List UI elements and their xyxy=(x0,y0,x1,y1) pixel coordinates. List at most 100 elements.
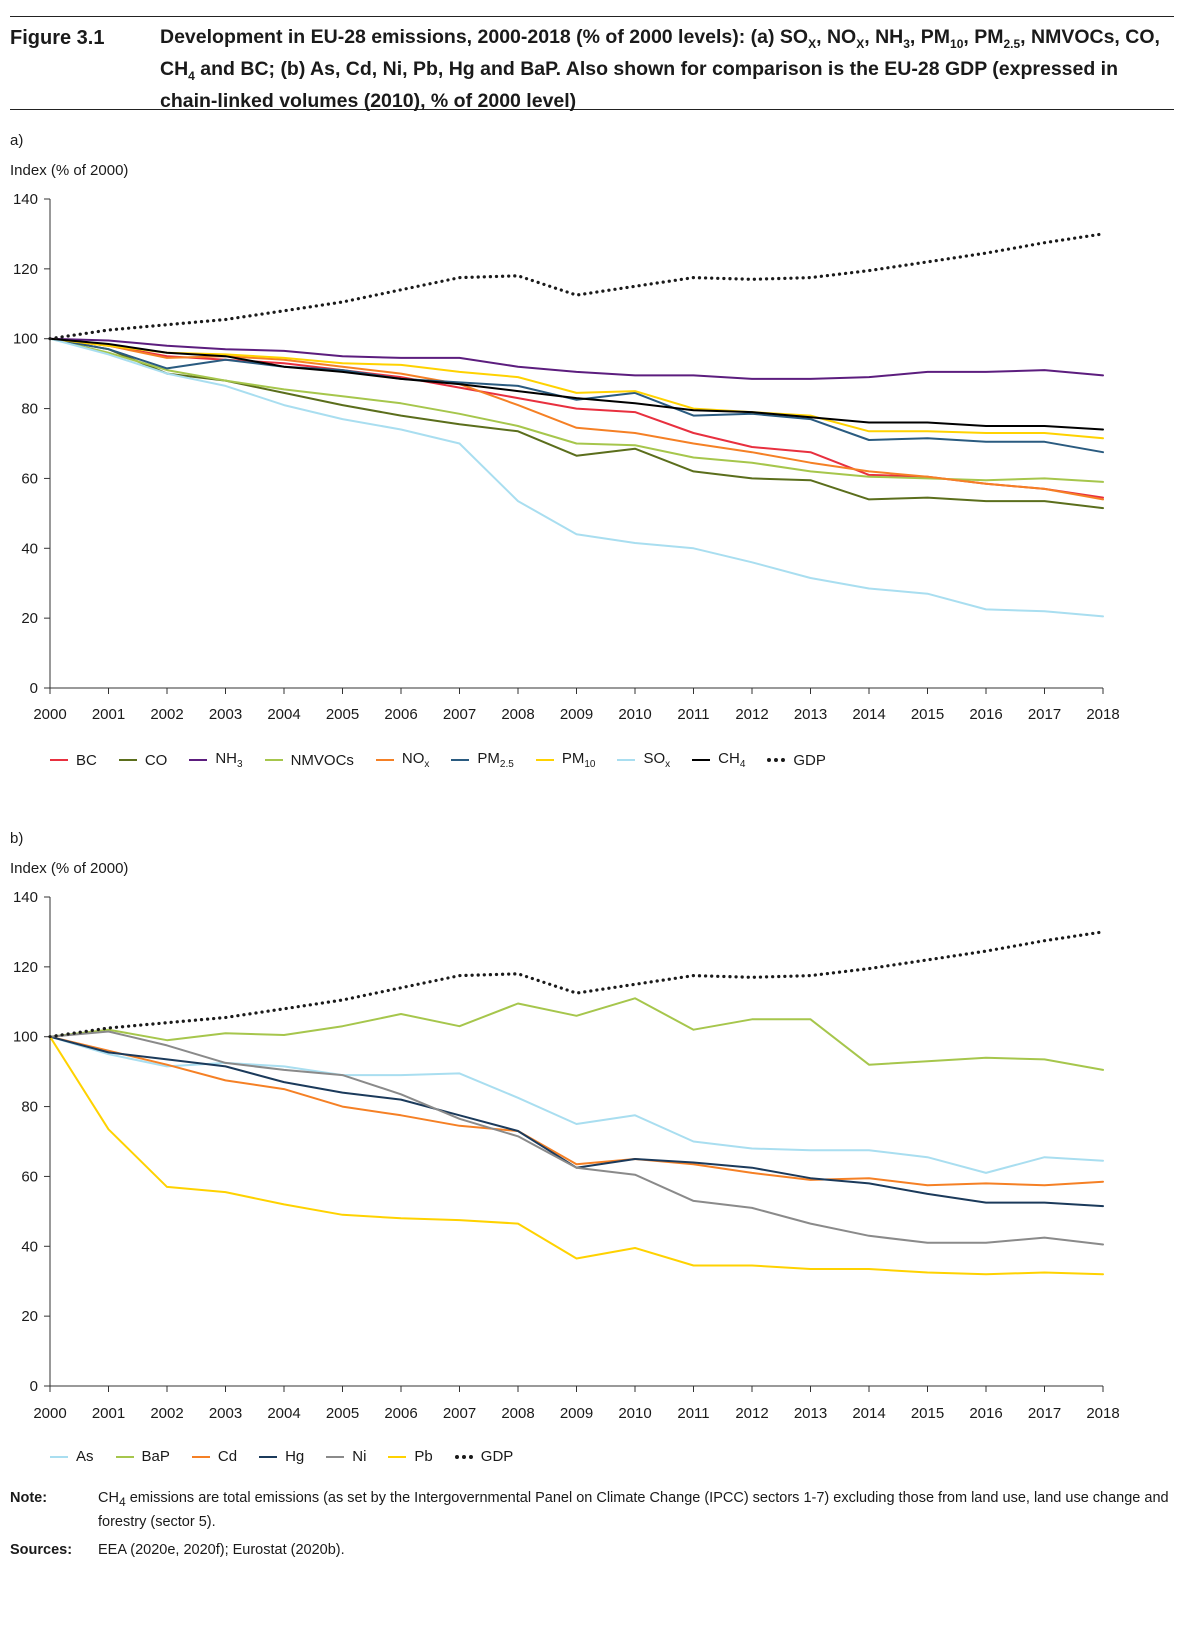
y-tick-label: 120 xyxy=(13,261,38,278)
y-tick-label: 100 xyxy=(13,331,38,348)
legend-item-hg: Hg xyxy=(259,1448,304,1465)
x-tick-label: 2012 xyxy=(735,1405,768,1422)
legend-swatch xyxy=(118,759,137,761)
legend-item-bc: BC xyxy=(50,752,97,769)
legend-item-bap: BaP xyxy=(115,1448,170,1465)
legend-item-co: CO xyxy=(118,751,168,769)
panel-b-ylabel: Index (% of 2000) xyxy=(10,860,129,877)
legend-swatch xyxy=(375,759,394,761)
note-text: CH4 emissions are total emissions (as se… xyxy=(98,1490,1169,1530)
panel-b-plot: 0 20 40 60 80 100 120 140 2000 2001 2002 2003 2004 20… xyxy=(13,889,1120,1422)
legend-label: Pb xyxy=(414,1448,433,1465)
legend-label: SOx xyxy=(643,750,671,770)
y-tick-label: 100 xyxy=(13,1029,38,1046)
legend-swatch xyxy=(191,1455,210,1458)
series-line-nh3 xyxy=(49,337,1104,380)
panel-b-label: b) xyxy=(10,830,24,847)
series-line-cd xyxy=(49,1035,1104,1187)
legend-swatch xyxy=(692,759,711,761)
series-line-pm10 xyxy=(49,337,1104,440)
x-tick-label: 2009 xyxy=(560,1405,593,1422)
x-tick-label: 2000 xyxy=(33,1405,66,1422)
x-tick-label: 2002 xyxy=(150,706,183,723)
legend-label: NOx xyxy=(401,750,430,770)
series-line-gdp xyxy=(48,232,1105,341)
x-tick-label: 2014 xyxy=(852,1405,885,1422)
legend-swatch xyxy=(451,759,470,761)
legend-item-gdp: GDP xyxy=(767,752,826,769)
legend-swatch xyxy=(454,1454,473,1459)
legend-label: As xyxy=(76,1448,94,1465)
sources-text: EEA (2020e, 2020f); Eurostat (2020b). xyxy=(98,1542,345,1558)
x-tick-label: 2005 xyxy=(326,706,359,723)
y-tick-label: 120 xyxy=(13,959,38,976)
series-line-ch4 xyxy=(49,337,1104,431)
x-tick-label: 2008 xyxy=(501,706,534,723)
legend-swatch xyxy=(189,759,208,761)
y-tick-label: 60 xyxy=(21,1168,38,1185)
legend-label: PM10 xyxy=(561,750,596,770)
x-tick-label: 2014 xyxy=(852,706,885,723)
legend-label: GDP xyxy=(793,751,826,769)
series-line-pb xyxy=(49,1035,1104,1276)
legend-label: GDP xyxy=(480,1448,514,1465)
x-tick-label: 2006 xyxy=(384,706,417,723)
legend-label: CH4 xyxy=(718,750,746,770)
legend-item-ch4: CH4 xyxy=(692,750,745,770)
x-tick-label: 2018 xyxy=(1086,706,1119,723)
series-line-bap xyxy=(49,997,1104,1071)
legend-item-pm2-5: PM2.5 xyxy=(451,750,514,770)
x-tick-label: 2016 xyxy=(969,1405,1002,1422)
x-tick-label: 2010 xyxy=(618,1405,651,1422)
x-tick-label: 2000 xyxy=(33,706,66,723)
legend-item-nox: NOx xyxy=(375,750,430,770)
x-tick-label: 2006 xyxy=(384,1405,417,1422)
x-tick-label: 2001 xyxy=(92,706,125,723)
series-line-sox xyxy=(49,337,1104,618)
x-tick-label: 2013 xyxy=(794,706,827,723)
x-tick-label: 2007 xyxy=(443,1405,476,1422)
legend-item-ni: Ni xyxy=(326,1448,366,1465)
legend-item-gdp: GDP xyxy=(454,1448,514,1465)
x-tick-label: 2011 xyxy=(677,1405,709,1422)
legend-label: CO xyxy=(144,751,168,769)
sources-label: Sources: xyxy=(10,1542,73,1558)
figure-label: Figure 3.1 xyxy=(10,27,105,49)
x-tick-label: 2008 xyxy=(501,1405,534,1422)
legend-label: Ni xyxy=(352,1448,367,1465)
x-tick-label: 2009 xyxy=(560,706,593,723)
legend-swatch xyxy=(767,758,786,762)
series-line-gdp xyxy=(48,930,1105,1039)
x-tick-label: 2018 xyxy=(1086,1405,1119,1422)
series-line-ni xyxy=(49,1030,1104,1246)
legend-swatch xyxy=(264,759,283,761)
legend-swatch xyxy=(50,759,68,761)
y-tick-label: 40 xyxy=(21,540,38,557)
legend-label: Hg xyxy=(285,1448,305,1465)
legend-label: BaP xyxy=(141,1448,170,1465)
legend-item-as: As xyxy=(50,1448,94,1465)
series-line-pm2-5 xyxy=(49,337,1104,454)
legend-label: NMVOCs xyxy=(290,751,354,769)
legend-item-nh3: NH3 xyxy=(189,750,243,770)
legend-item-pm10: PM10 xyxy=(535,750,596,770)
legend-swatch xyxy=(388,1455,407,1458)
legend-a: BC CO NH3 NMVOCs NOx PM2.5 PM10 SOx CH4 GDP xyxy=(50,750,826,770)
x-tick-label: 2017 xyxy=(1028,706,1061,723)
x-tick-label: 2015 xyxy=(911,1405,944,1422)
legend-label: NH3 xyxy=(215,750,243,770)
x-tick-label: 2015 xyxy=(911,706,944,723)
x-tick-label: 2004 xyxy=(267,1405,300,1422)
legend-label: Cd xyxy=(217,1448,238,1465)
legend-item-nmvocs: NMVOCs xyxy=(264,751,354,769)
y-tick-label: 80 xyxy=(21,401,38,418)
y-tick-label: 20 xyxy=(21,610,38,627)
panel-a-label: a) xyxy=(10,132,24,149)
x-tick-label: 2003 xyxy=(209,1405,242,1422)
y-tick-label: 20 xyxy=(21,1308,38,1325)
legend-swatch xyxy=(326,1455,345,1458)
x-tick-label: 2017 xyxy=(1028,1405,1061,1422)
y-tick-label: 0 xyxy=(30,1378,38,1395)
figure-header: Figure 3.1 Development in EU-28 emission… xyxy=(10,16,1174,112)
series-line-nmvocs xyxy=(49,337,1104,483)
